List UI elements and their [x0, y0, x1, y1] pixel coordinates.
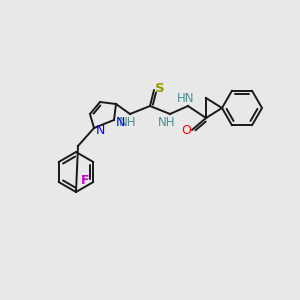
Text: HN: HN: [177, 92, 195, 106]
Text: NH: NH: [119, 116, 137, 128]
Text: N: N: [95, 124, 105, 136]
Text: S: S: [155, 82, 165, 94]
Text: NH: NH: [158, 116, 176, 128]
Text: O: O: [181, 124, 191, 137]
Text: F: F: [81, 173, 90, 187]
Text: N: N: [115, 116, 125, 128]
